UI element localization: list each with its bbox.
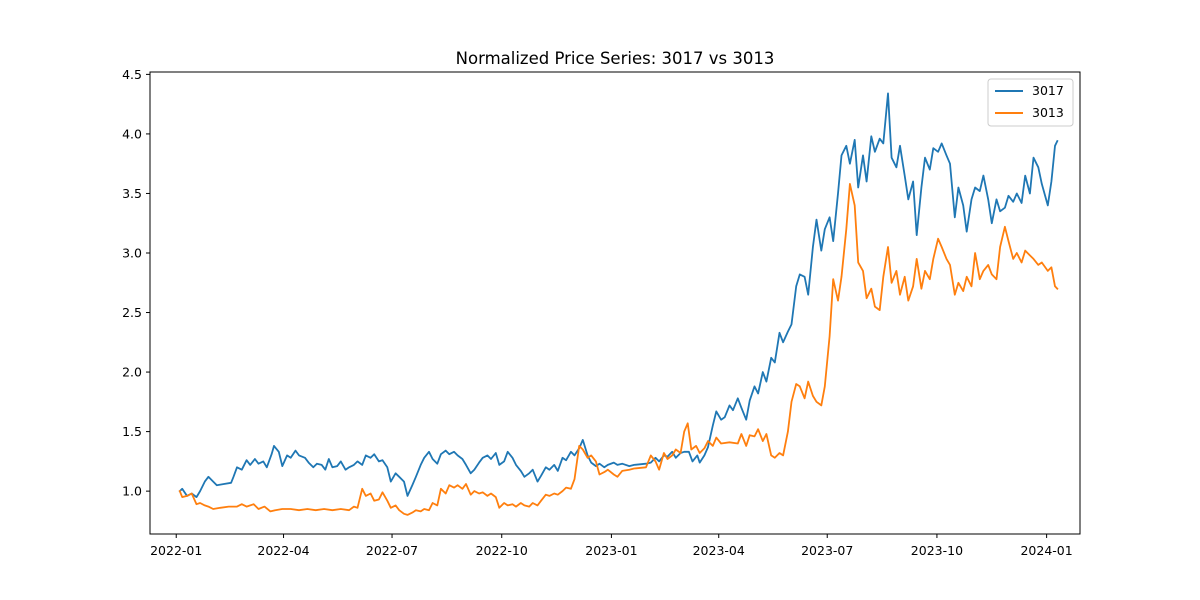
y-tick-label: 4.0 <box>122 126 142 141</box>
legend-label-3017: 3017 <box>1032 83 1064 98</box>
x-tick-label: 2022-07 <box>366 543 418 558</box>
y-tick-label: 2.5 <box>122 305 142 320</box>
x-tick-label: 2023-10 <box>911 543 963 558</box>
x-tick-label: 2023-04 <box>693 543 745 558</box>
plot-frame <box>149 71 1081 535</box>
y-tick-label: 2.0 <box>122 365 142 380</box>
x-tick-label: 2022-10 <box>476 543 528 558</box>
x-tick-label: 2022-01 <box>150 543 202 558</box>
y-tick-label: 3.5 <box>122 186 142 201</box>
series-layer <box>178 92 1059 516</box>
y-tick-label: 3.0 <box>122 245 142 260</box>
y-axis: 1.0 1.5 2.0 2.5 3.0 3.5 4.0 4.5 <box>122 67 150 499</box>
legend-label-3013: 3013 <box>1032 105 1064 120</box>
x-tick-label: 2023-07 <box>801 543 853 558</box>
legend: 3017 3013 <box>987 78 1074 127</box>
y-tick-label: 1.0 <box>122 484 142 499</box>
chart-title: Normalized Price Series: 3017 vs 3013 <box>456 49 775 68</box>
x-axis: 2022-01 2022-04 2022-07 2022-10 2023-01 2023-… <box>150 534 1073 558</box>
series-line-3013 <box>178 183 1059 516</box>
x-tick-label: 2024-01 <box>1020 543 1072 558</box>
x-tick-label: 2023-01 <box>585 543 637 558</box>
series-line-3017 <box>178 92 1059 498</box>
y-tick-label: 1.5 <box>122 424 142 439</box>
x-tick-label: 2022-04 <box>257 543 309 558</box>
y-tick-label: 4.5 <box>122 67 142 82</box>
